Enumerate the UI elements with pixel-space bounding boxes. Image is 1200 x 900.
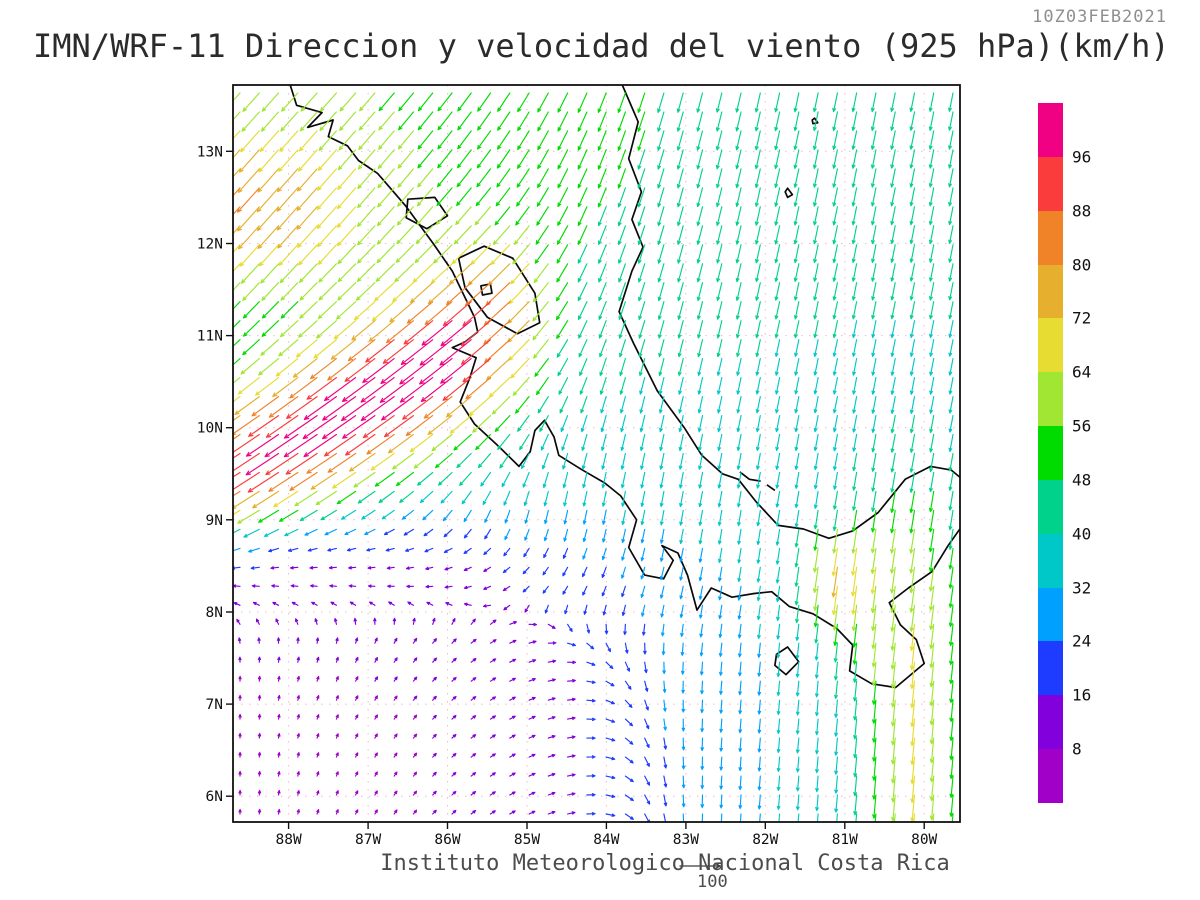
axis-labels: 13N 12N 11N 10N 9N 8N 7N 6N 88W 87W 86W 85W 84W 83W 82… [197,144,938,848]
valid-timestamp: 10Z03FEB2021 [1032,7,1167,27]
colorbar-label: 32 [1072,578,1092,598]
y-axis-label: 6N [206,789,223,805]
colorbar-segment [1038,156,1063,211]
x-axis-label: 87W [355,832,381,848]
y-axis-label: 12N [197,237,223,253]
reference-vector-arrow [679,862,721,870]
colorbar-label: 72 [1072,308,1092,328]
colorbar-segment [1038,264,1063,319]
colorbar-segment [1038,426,1063,480]
colorbar-segment [1038,695,1063,750]
colorbar-label: 88 [1072,201,1092,221]
y-axis-label: 13N [197,144,223,160]
colorbar-segment [1038,479,1063,534]
colorbar-label: 8 [1072,739,1082,759]
y-axis-label: 8N [206,605,223,621]
caribbean-coast [618,85,960,540]
colorbar-label: 24 [1072,631,1092,651]
x-axis-label: 83W [673,832,699,848]
colorbar-label: 48 [1072,470,1092,490]
x-axis-label: 88W [275,832,301,848]
y-axis-label: 9N [206,513,223,529]
y-axis-label: 10N [197,421,223,437]
bocas-islands [739,471,761,482]
plot-frame [232,84,961,823]
colorbar-segment [1038,587,1063,642]
colorbar-label: 96 [1072,147,1092,167]
pacific-coast [289,85,960,689]
wind-arrow-layer [233,92,954,822]
x-axis-label: 80W [911,832,937,848]
colorbar-segment [1038,103,1063,157]
ometepe-island [480,283,493,296]
colorbar-label: 40 [1072,524,1092,544]
colorbar: 96 88 80 72 64 56 48 40 32 24 16 8 [1038,103,1091,803]
institute-footer: Instituto Meteorologico Nacional Costa R… [380,851,950,876]
x-axis-label: 82W [752,832,778,848]
chart-title: IMN/WRF-11 Direccion y velocidad del vie… [33,27,1170,65]
colorbar-segment [1038,210,1063,265]
x-axis-label: 85W [514,832,540,848]
colorbar-segment [1038,749,1063,803]
colorbar-segment [1038,641,1063,696]
y-axis-label: 7N [206,697,223,713]
colorbar-label: 56 [1072,416,1092,436]
x-axis-label: 84W [593,832,619,848]
colorbar-label: 80 [1072,255,1092,275]
x-axis-label: 86W [434,832,460,848]
colorbar-label: 64 [1072,362,1092,382]
y-axis-label: 11N [197,329,223,345]
colorbar-segment [1038,372,1063,427]
colorbar-segment [1038,533,1063,588]
colorbar-label: 16 [1072,685,1092,705]
lake-nicaragua [457,245,541,335]
coiba-island [774,646,800,676]
san-andres-island [784,187,794,199]
coastline-layer [289,85,960,689]
reference-vector-label: 100 [697,872,728,892]
graticule-layer [233,85,960,822]
bocas-islet [766,484,776,492]
x-axis-label: 81W [832,832,858,848]
colorbar-segment [1038,318,1063,373]
axis-ticks [226,150,925,829]
